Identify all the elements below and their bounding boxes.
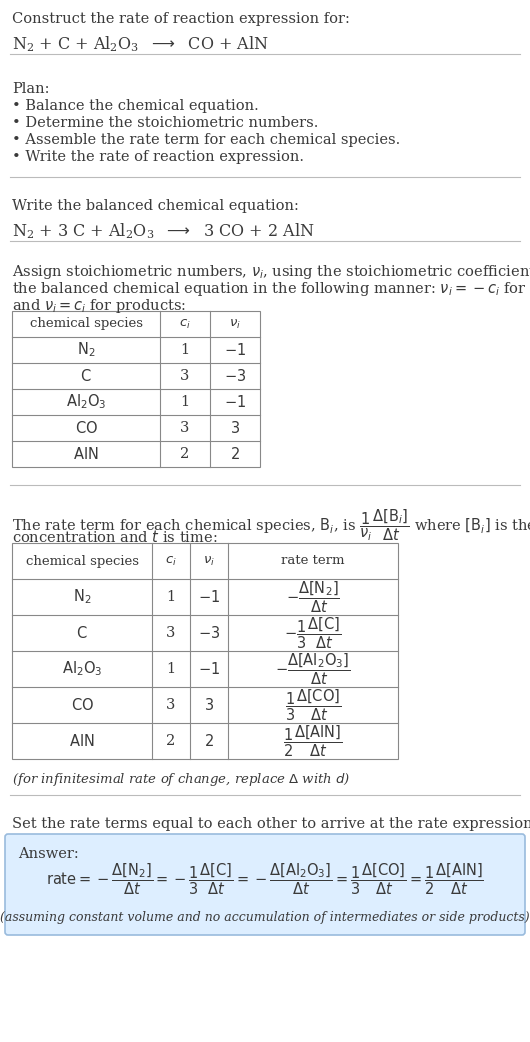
Text: • Assemble the rate term for each chemical species.: • Assemble the rate term for each chemic… xyxy=(12,133,400,147)
Text: the balanced chemical equation in the following manner: $\nu_i = -c_i$ for react: the balanced chemical equation in the fo… xyxy=(12,280,530,298)
Text: $3$: $3$ xyxy=(204,697,214,713)
Text: $-3$: $-3$ xyxy=(198,625,220,641)
Bar xyxy=(12,311,260,467)
Text: $3$: $3$ xyxy=(230,420,240,436)
Text: $-1$: $-1$ xyxy=(198,589,220,605)
Text: Write the balanced chemical equation:: Write the balanced chemical equation: xyxy=(12,199,299,213)
Bar xyxy=(12,543,398,759)
Text: $\dfrac{1}{3}\dfrac{\Delta[\mathrm{CO}]}{\Delta t}$: $\dfrac{1}{3}\dfrac{\Delta[\mathrm{CO}]}… xyxy=(285,688,341,723)
Text: $-1$: $-1$ xyxy=(224,342,246,358)
Text: $-\dfrac{\Delta[\mathrm{Al_2O_3}]}{\Delta t}$: $-\dfrac{\Delta[\mathrm{Al_2O_3}]}{\Delt… xyxy=(275,651,351,687)
Text: $-1$: $-1$ xyxy=(198,661,220,677)
FancyBboxPatch shape xyxy=(5,834,525,935)
Text: rate term: rate term xyxy=(281,554,344,568)
Text: $-\dfrac{\Delta[\mathrm{N_2}]}{\Delta t}$: $-\dfrac{\Delta[\mathrm{N_2}]}{\Delta t}… xyxy=(286,579,340,615)
Text: (assuming constant volume and no accumulation of intermediates or side products): (assuming constant volume and no accumul… xyxy=(0,912,530,924)
Text: 3: 3 xyxy=(180,369,190,383)
Text: (for infinitesimal rate of change, replace $\Delta$ with $d$): (for infinitesimal rate of change, repla… xyxy=(12,771,350,788)
Text: 1: 1 xyxy=(166,590,175,604)
Text: $\mathregular{N_2}$ + 3 C + $\mathregular{Al_2O_3}$  $\longrightarrow$  3 CO + 2: $\mathregular{N_2}$ + 3 C + $\mathregula… xyxy=(12,221,315,241)
Text: $\mathrm{C}$: $\mathrm{C}$ xyxy=(80,368,92,384)
Text: $\nu_i$: $\nu_i$ xyxy=(229,318,241,330)
Text: $\mathrm{CO}$: $\mathrm{CO}$ xyxy=(70,697,93,713)
Text: • Balance the chemical equation.: • Balance the chemical equation. xyxy=(12,99,259,113)
Text: 1: 1 xyxy=(166,662,175,676)
Text: Construct the rate of reaction expression for:: Construct the rate of reaction expressio… xyxy=(12,13,350,26)
Text: $-\dfrac{1}{3}\dfrac{\Delta[\mathrm{C}]}{\Delta t}$: $-\dfrac{1}{3}\dfrac{\Delta[\mathrm{C}]}… xyxy=(285,615,341,651)
Text: The rate term for each chemical species, $\mathrm{B}_i$, is $\dfrac{1}{\nu_i}\df: The rate term for each chemical species,… xyxy=(12,507,530,543)
Text: $\mathrm{AlN}$: $\mathrm{AlN}$ xyxy=(69,733,95,749)
Text: Plan:: Plan: xyxy=(12,82,49,96)
Text: $\mathregular{N_2}$ + C + $\mathregular{Al_2O_3}$  $\longrightarrow$  CO + AlN: $\mathregular{N_2}$ + C + $\mathregular{… xyxy=(12,34,269,54)
Text: 3: 3 xyxy=(166,698,175,712)
Text: $\mathrm{Al_2O_3}$: $\mathrm{Al_2O_3}$ xyxy=(66,393,106,412)
Text: and $\nu_i = c_i$ for products:: and $\nu_i = c_i$ for products: xyxy=(12,297,187,315)
Text: $-1$: $-1$ xyxy=(224,394,246,410)
Text: 1: 1 xyxy=(180,343,190,357)
Text: 2: 2 xyxy=(180,447,190,461)
Text: $2$: $2$ xyxy=(230,446,240,462)
Text: $\dfrac{1}{2}\dfrac{\Delta[\mathrm{AlN}]}{\Delta t}$: $\dfrac{1}{2}\dfrac{\Delta[\mathrm{AlN}]… xyxy=(283,723,343,759)
Text: $\nu_i$: $\nu_i$ xyxy=(203,554,215,568)
Text: $\mathrm{C}$: $\mathrm{C}$ xyxy=(76,625,88,641)
Text: $2$: $2$ xyxy=(204,733,214,749)
Text: $\mathrm{N_2}$: $\mathrm{N_2}$ xyxy=(73,588,91,606)
Text: chemical species: chemical species xyxy=(25,554,138,568)
Text: Set the rate terms equal to each other to arrive at the rate expression:: Set the rate terms equal to each other t… xyxy=(12,817,530,832)
Text: 2: 2 xyxy=(166,734,175,748)
Text: Assign stoichiometric numbers, $\nu_i$, using the stoichiometric coefficients, $: Assign stoichiometric numbers, $\nu_i$, … xyxy=(12,263,530,281)
Text: Answer:: Answer: xyxy=(18,847,79,861)
Text: $\mathrm{AlN}$: $\mathrm{AlN}$ xyxy=(73,446,99,462)
Text: $c_i$: $c_i$ xyxy=(165,554,177,568)
Text: • Determine the stoichiometric numbers.: • Determine the stoichiometric numbers. xyxy=(12,116,319,130)
Text: 1: 1 xyxy=(180,395,190,410)
Text: $-3$: $-3$ xyxy=(224,368,246,384)
Text: chemical species: chemical species xyxy=(30,318,143,330)
Text: 3: 3 xyxy=(180,421,190,435)
Text: • Write the rate of reaction expression.: • Write the rate of reaction expression. xyxy=(12,150,304,164)
Text: $\mathrm{CO}$: $\mathrm{CO}$ xyxy=(75,420,98,436)
Text: $c_i$: $c_i$ xyxy=(179,318,191,330)
Text: $\mathrm{rate} = -\dfrac{\Delta[\mathrm{N_2}]}{\Delta t} = -\dfrac{1}{3}\dfrac{\: $\mathrm{rate} = -\dfrac{\Delta[\mathrm{… xyxy=(46,862,484,897)
Text: $\mathrm{Al_2O_3}$: $\mathrm{Al_2O_3}$ xyxy=(62,660,102,678)
Text: concentration and $t$ is time:: concentration and $t$ is time: xyxy=(12,529,217,545)
Text: $\mathrm{N_2}$: $\mathrm{N_2}$ xyxy=(77,341,95,359)
Text: 3: 3 xyxy=(166,626,175,640)
